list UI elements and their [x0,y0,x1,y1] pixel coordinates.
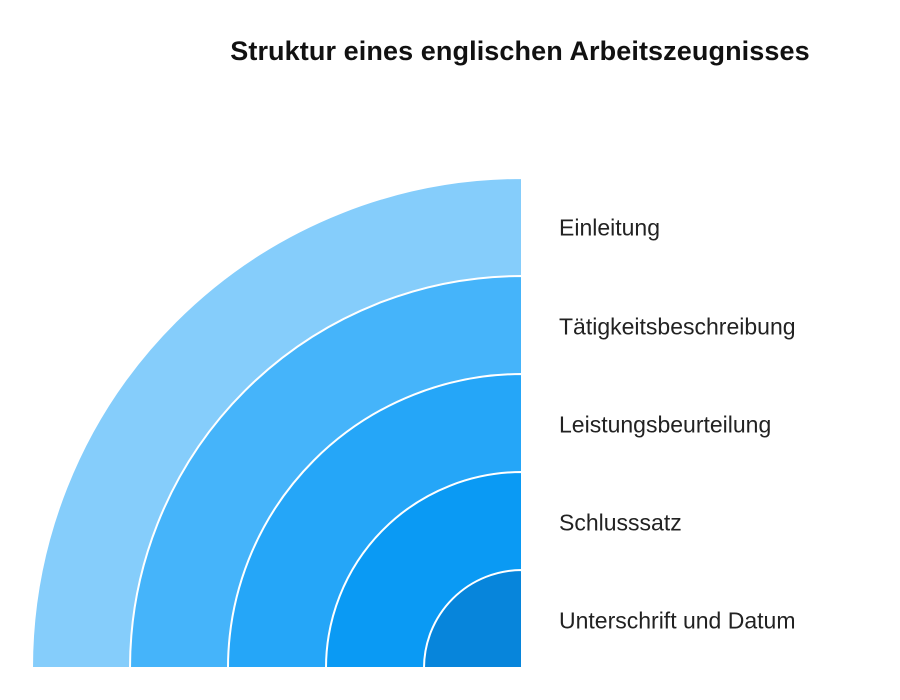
diagram-title: Struktur eines englischen Arbeitszeugnis… [230,36,810,66]
layer-label-2: Tätigkeitsbeschreibung [559,313,796,340]
layer-label-5: Unterschrift und Datum [559,607,796,634]
layer-label-3: Leistungsbeurteilung [559,411,772,438]
layer-arc-5 [422,568,523,669]
layer-label-4: Schlusssatz [559,509,682,536]
layer-label-1: Einleitung [559,214,661,241]
